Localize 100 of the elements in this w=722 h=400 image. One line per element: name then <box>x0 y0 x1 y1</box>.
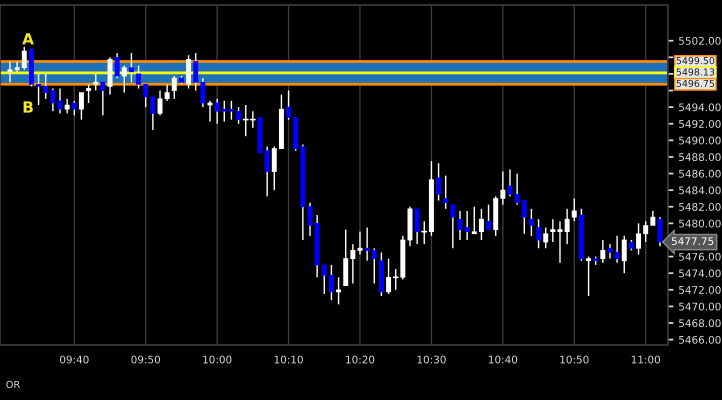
candlestick <box>43 73 48 100</box>
y-tick-label: 5482.00 <box>679 202 721 211</box>
candlestick <box>464 210 470 241</box>
x-tick-label: 09:50 <box>131 356 160 364</box>
candlestick <box>14 60 20 73</box>
candlestick <box>650 210 656 226</box>
candlestick <box>322 264 327 295</box>
x-tick-label: 09:40 <box>60 356 89 364</box>
y-tick-label: 5468.00 <box>679 319 721 328</box>
candlestick <box>328 264 334 301</box>
candlestick <box>436 162 442 202</box>
y-tick-label: 5502.00 <box>679 36 721 45</box>
ref-line-label: 5498.13 <box>676 68 714 76</box>
candlestick <box>50 88 56 112</box>
y-tick-label: 5472.00 <box>679 286 721 294</box>
x-tick-label: 10:20 <box>346 356 374 364</box>
y-tick-label: 5480.00 <box>679 220 721 228</box>
candlestick <box>550 218 556 243</box>
candlestick <box>528 208 534 237</box>
candlestick <box>507 168 512 198</box>
candlestick <box>622 235 627 274</box>
candlestick <box>614 235 620 264</box>
annotation: A <box>22 33 34 44</box>
candlestick <box>586 256 592 297</box>
candlestick <box>228 100 234 120</box>
candlestick <box>600 239 606 264</box>
candlestick <box>172 75 177 100</box>
candlestick <box>564 208 570 245</box>
ref-line-label: 5499.50 <box>676 57 714 64</box>
candlestick <box>514 172 520 206</box>
candlestick <box>386 258 392 295</box>
candlestick <box>450 204 456 249</box>
candlestick <box>372 248 377 284</box>
candlestick <box>543 226 548 249</box>
candlestick <box>272 146 277 191</box>
candlestick <box>443 174 448 210</box>
candlestick <box>286 90 292 120</box>
candlestick <box>308 202 312 237</box>
candlestick <box>128 52 134 83</box>
candlestick <box>64 98 70 114</box>
y-tick-label: 5484.00 <box>679 186 721 194</box>
candlestick <box>8 60 13 83</box>
candlestick <box>22 46 27 70</box>
y-tick-label: 5470.00 <box>679 302 721 310</box>
ref-line-label: 5496.75 <box>676 80 714 88</box>
candlestick <box>214 98 220 124</box>
y-tick-label: 5466.00 <box>679 336 721 344</box>
candlestick <box>72 100 77 116</box>
y-tick-label: 5494.00 <box>679 103 721 112</box>
candlestick <box>136 64 142 90</box>
candlestick <box>193 52 198 92</box>
candlestick <box>200 77 206 108</box>
candlestick <box>364 226 370 262</box>
text: OR <box>6 380 20 388</box>
candlestick <box>86 84 92 104</box>
candlestick <box>264 146 270 198</box>
candlestick <box>36 73 42 106</box>
candlestick <box>336 276 342 306</box>
candlestick <box>150 96 156 131</box>
candlestick <box>392 268 399 290</box>
candlestick <box>628 239 634 252</box>
y-tick-label: 5486.00 <box>679 170 721 178</box>
candlestick <box>100 82 106 116</box>
y-tick-label: 5476.00 <box>679 252 721 261</box>
candlestick <box>486 204 492 230</box>
x-tick-label: 10:00 <box>203 356 232 364</box>
x-tick-label: 10:40 <box>488 356 518 364</box>
x-tick-label: 10:10 <box>274 356 303 364</box>
candlestick <box>208 100 212 122</box>
candlestick <box>421 220 428 245</box>
candlestick <box>357 230 362 256</box>
candlestick <box>472 206 477 234</box>
candlestick <box>608 243 612 260</box>
candlestick <box>222 100 227 122</box>
candlestick <box>657 216 662 247</box>
candlestick <box>164 84 170 102</box>
annotation: 5477.75 <box>672 237 714 246</box>
candlestick <box>500 170 506 206</box>
x-tick-label: 10:30 <box>418 356 446 364</box>
candlestick <box>636 222 642 256</box>
candlestick <box>558 220 562 264</box>
y-tick-label: 5488.00 <box>679 153 721 162</box>
x-tick-label: 11:00 <box>632 356 660 364</box>
candlestick <box>414 208 420 245</box>
candlestick <box>478 208 484 241</box>
candlestick <box>78 92 84 120</box>
candlestick <box>536 218 542 249</box>
y-tick-label: 5474.00 <box>679 269 721 278</box>
candlestick <box>572 198 577 222</box>
y-tick-label: 5490.00 <box>679 136 721 144</box>
y-tick-label: 5492.00 <box>679 120 721 128</box>
x-tick-label: 10:50 <box>560 356 589 364</box>
candlestick <box>122 64 127 94</box>
candlestick <box>58 88 62 114</box>
annotation: B <box>24 101 33 113</box>
candlestick <box>236 106 242 124</box>
candlestick <box>114 52 120 79</box>
candlestick <box>158 90 163 116</box>
candlestick <box>143 84 148 108</box>
candlestick <box>643 220 648 243</box>
